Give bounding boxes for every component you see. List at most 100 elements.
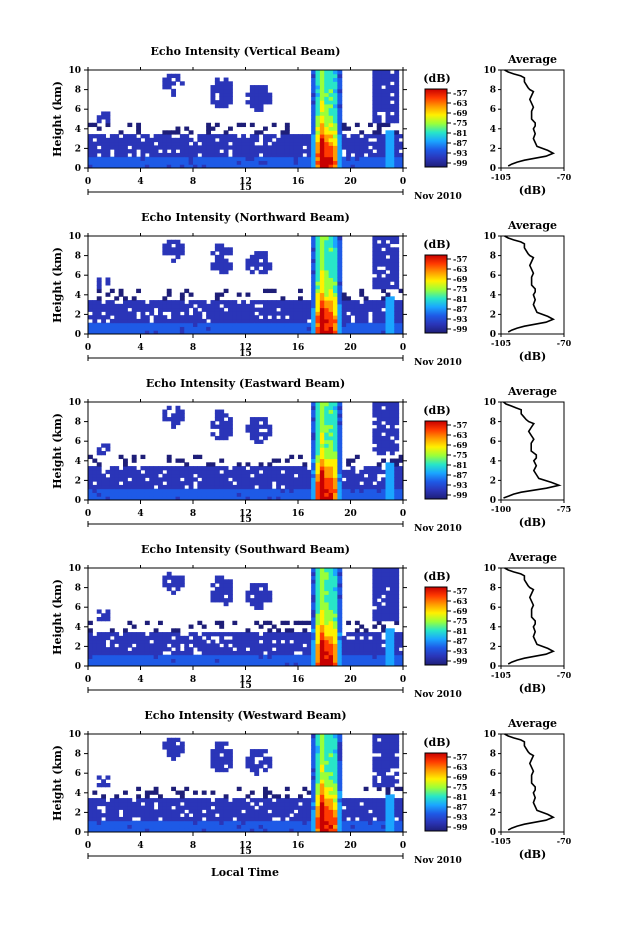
profile-y-tick-label: 8 [490, 252, 496, 262]
heatmap-cell [381, 813, 387, 818]
heatmap-cell [324, 488, 330, 493]
heatmap-cell [153, 322, 159, 327]
heatmap-cell [376, 613, 382, 618]
heatmap-cell [284, 130, 290, 135]
heatmap-cell [324, 322, 330, 327]
heatmap-cell [328, 737, 334, 743]
heatmap-cell [372, 586, 378, 592]
heatmap-cell [114, 824, 120, 829]
heatmap-cell [354, 647, 360, 652]
heatmap-cell [223, 77, 229, 82]
heatmap-cell [289, 303, 295, 309]
heatmap-cell [311, 794, 317, 799]
heatmap-cell [381, 650, 387, 656]
heatmap-cell [354, 322, 360, 327]
heatmap-cell [311, 760, 317, 765]
heatmap-cell [136, 156, 142, 161]
heatmap-cell [136, 477, 142, 482]
heatmap-cell [381, 160, 387, 165]
heatmap-cell [153, 816, 159, 822]
heatmap-cell [333, 439, 338, 444]
heatmap-cell [333, 734, 338, 739]
heatmap-cell [88, 473, 93, 478]
heatmap-cell [109, 647, 115, 652]
heatmap-cell [228, 488, 233, 493]
heatmap-cell [214, 424, 220, 429]
colorbar-tick-label: -57 [453, 752, 467, 762]
heatmap-cell [249, 481, 255, 486]
heatmap-cell [359, 828, 365, 833]
heatmap-cell [175, 749, 181, 754]
heatmap-cell [333, 130, 338, 135]
heatmap-cell [241, 820, 247, 825]
heatmap-cell [372, 654, 378, 659]
heatmap-cell [394, 590, 400, 595]
heatmap-cell [166, 752, 172, 758]
heatmap-cell [315, 311, 321, 316]
heatmap-cell [263, 149, 268, 154]
heatmap-cell [337, 130, 343, 135]
heatmap-cell [293, 300, 299, 305]
heatmap-cell [333, 122, 338, 128]
heatmap-cell [245, 311, 251, 316]
heatmap-cell [210, 647, 216, 652]
heatmap-cell [359, 311, 365, 316]
heatmap-cell [254, 662, 260, 667]
heatmap-cell [333, 484, 338, 490]
heatmap-cell [328, 322, 334, 327]
heatmap-cell [153, 156, 159, 161]
heatmap-cell [394, 160, 400, 165]
heatmap-cell [398, 288, 404, 294]
heatmap-cell [245, 632, 251, 637]
heatmap-cell [363, 466, 369, 471]
heatmap-cell [228, 318, 233, 324]
heatmap-cell [368, 496, 373, 501]
heatmap-cell [105, 824, 111, 829]
heatmap-cell [284, 805, 290, 810]
heatmap-cell [324, 628, 330, 633]
heatmap-cell [162, 639, 168, 644]
heatmap-cell [105, 647, 111, 652]
heatmap-cell [315, 571, 321, 577]
heatmap-cell [232, 156, 238, 161]
heatmap-cell [346, 160, 352, 165]
heatmap-cell [385, 484, 391, 490]
heatmap-cell [223, 601, 229, 607]
y-axis-label: Height (km) [51, 579, 64, 655]
heatmap-cell [284, 303, 290, 309]
heatmap-cell [389, 73, 395, 79]
heatmap-cell [385, 477, 391, 482]
heatmap-cell [249, 92, 255, 97]
heatmap-cell [254, 586, 260, 592]
x-tick-label: 12 [239, 509, 252, 519]
heatmap-cell [333, 756, 338, 761]
heatmap-cell [188, 164, 194, 169]
heatmap-cell [389, 650, 395, 656]
heatmap-cell [210, 764, 216, 769]
heatmap-cell [162, 492, 168, 497]
heatmap-cell [328, 73, 334, 79]
heatmap-cell [245, 156, 251, 161]
heatmap-cell [267, 322, 273, 327]
heatmap-cell [188, 654, 194, 659]
heatmap-cell [381, 122, 387, 128]
heatmap-cell [171, 137, 177, 143]
heatmap-cell [315, 590, 321, 595]
heatmap-cell [267, 756, 273, 761]
heatmap-cell [193, 496, 198, 501]
heatmap-cell [328, 160, 334, 165]
heatmap-cell [311, 164, 317, 169]
heatmap-cell [289, 330, 295, 335]
heatmap-cell [236, 650, 242, 656]
heatmap-cell [328, 107, 334, 112]
heatmap-cell [131, 639, 137, 644]
heatmap-cell [389, 756, 395, 761]
heatmap-cell [184, 786, 190, 792]
heatmap-cell [228, 813, 233, 818]
heatmap-cell [319, 315, 325, 320]
heatmap-cell [394, 409, 400, 414]
heatmap-cell [311, 145, 317, 150]
heatmap-cell [389, 783, 395, 788]
heatmap-cell [214, 88, 220, 94]
heatmap-cell [359, 492, 365, 497]
